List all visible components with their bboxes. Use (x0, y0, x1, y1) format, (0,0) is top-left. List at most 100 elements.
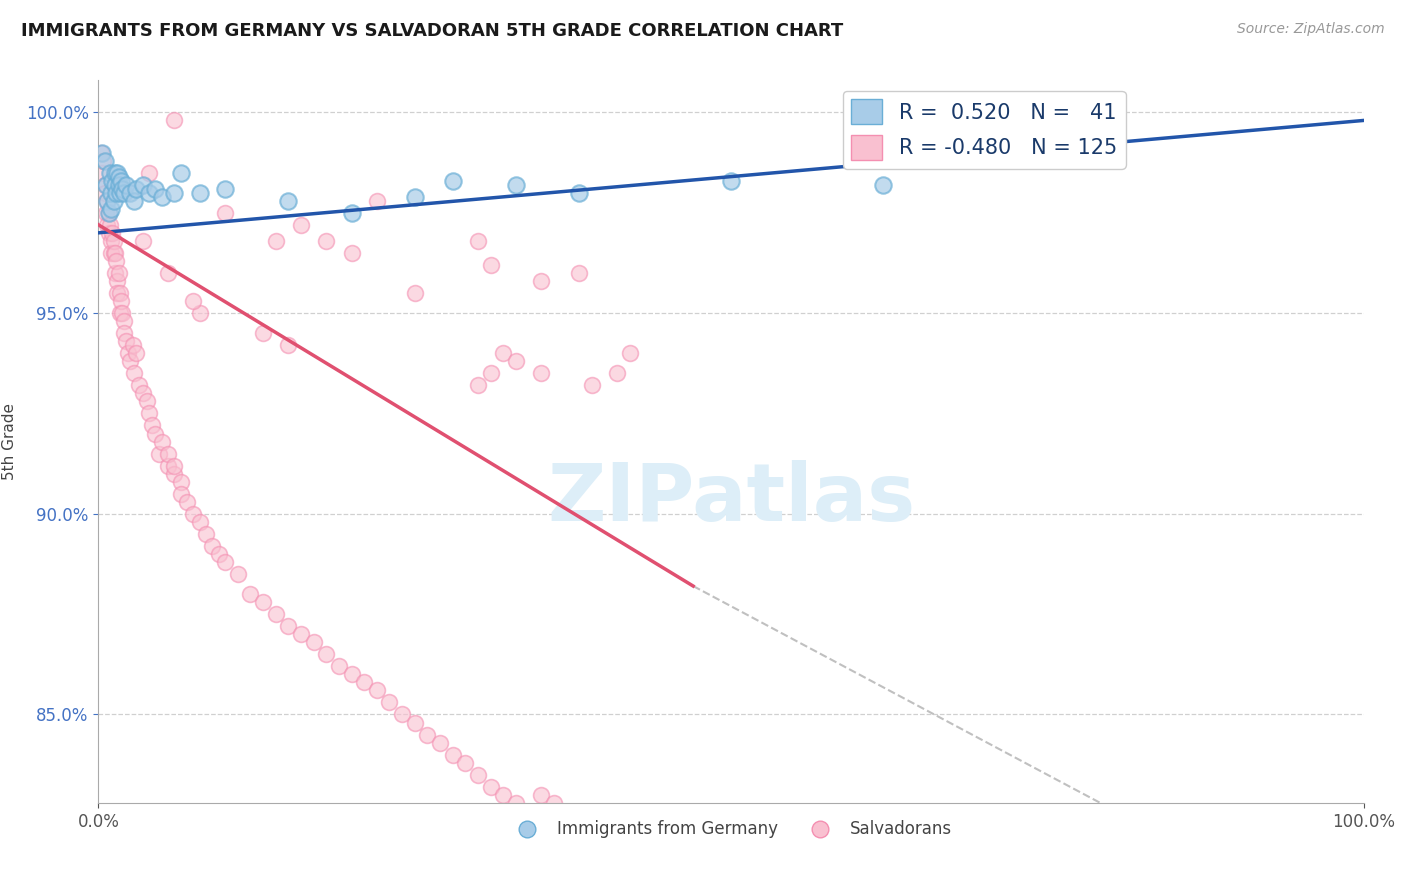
Point (479, 258, 502, 272)
Point (138, 186, 160, 200)
Point (101, 226, 124, 240)
Point (97, 206, 120, 220)
Point (606, 367, 628, 381)
Point (568, 266, 591, 280)
Point (145, 182, 166, 196)
Point (644, 868, 666, 882)
Point (555, 808, 578, 822)
Point (169, 166, 191, 180)
Point (208, 547, 231, 561)
Point (669, 876, 692, 890)
Point (176, 494, 198, 508)
Point (105, 254, 128, 268)
Point (157, 446, 180, 460)
Point (302, 635, 325, 649)
Point (108, 286, 131, 301)
Point (115, 334, 138, 349)
Point (188, 306, 211, 320)
Point (125, 182, 148, 196)
Point (93, 186, 117, 200)
Point (581, 378, 603, 392)
Point (107, 266, 129, 280)
Point (277, 619, 299, 633)
Point (606, 836, 628, 850)
Point (183, 507, 205, 521)
Point (105, 186, 128, 200)
Point (505, 796, 527, 810)
Point (128, 378, 150, 392)
Point (201, 539, 224, 553)
Point (117, 346, 139, 360)
Point (404, 715, 426, 730)
Point (107, 274, 129, 288)
Point (568, 186, 591, 200)
Point (315, 648, 337, 662)
Point (100, 234, 122, 248)
Point (96, 194, 118, 208)
Point (135, 394, 157, 409)
Point (543, 796, 565, 810)
Point (121, 338, 143, 352)
Point (145, 426, 166, 441)
Point (290, 627, 312, 641)
Point (467, 768, 489, 782)
Point (264, 607, 287, 622)
Point (110, 294, 132, 309)
Point (183, 294, 205, 309)
Point (340, 206, 363, 220)
Point (150, 190, 173, 204)
Point (169, 475, 191, 489)
Point (720, 174, 742, 188)
Legend: Immigrants from Germany, Salvadorans: Immigrants from Germany, Salvadorans (503, 814, 959, 845)
Point (366, 683, 388, 698)
Point (441, 747, 464, 762)
Point (100, 246, 122, 260)
Point (104, 166, 127, 180)
Point (264, 234, 287, 248)
Point (492, 346, 515, 360)
Point (163, 186, 186, 200)
Point (214, 206, 236, 220)
Point (404, 190, 426, 204)
Point (97, 206, 120, 220)
Point (226, 567, 249, 582)
Text: ZIPatlas: ZIPatlas (547, 460, 915, 539)
Point (872, 178, 894, 192)
Point (104, 178, 127, 192)
Point (107, 178, 129, 192)
Point (107, 286, 129, 301)
Point (517, 808, 540, 822)
Point (94, 206, 117, 220)
Point (132, 178, 155, 192)
Point (104, 246, 127, 260)
Point (91, 145, 114, 160)
Text: IMMIGRANTS FROM GERMANY VS SALVADORAN 5TH GRADE CORRELATION CHART: IMMIGRANTS FROM GERMANY VS SALVADORAN 5T… (21, 22, 844, 40)
Point (530, 788, 553, 802)
Point (138, 166, 160, 180)
Point (467, 378, 489, 392)
Point (492, 788, 515, 802)
Point (353, 675, 375, 690)
Point (150, 434, 173, 449)
Point (188, 186, 211, 200)
Point (454, 756, 477, 770)
Point (132, 234, 155, 248)
Point (619, 848, 641, 863)
Point (122, 367, 145, 381)
Point (163, 467, 186, 481)
Point (479, 780, 502, 794)
Point (366, 194, 388, 208)
Point (252, 326, 274, 341)
Point (998, 105, 1021, 120)
Point (315, 234, 337, 248)
Point (467, 234, 489, 248)
Point (194, 526, 218, 541)
Point (530, 367, 553, 381)
Point (138, 407, 160, 421)
Point (96, 194, 118, 208)
Point (103, 246, 125, 260)
Point (111, 306, 134, 320)
Point (94, 178, 117, 192)
Point (148, 446, 170, 460)
Point (97, 226, 120, 240)
